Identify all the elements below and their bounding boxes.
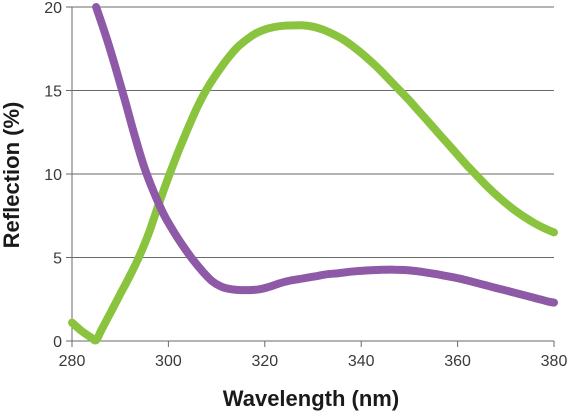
gridlines [72, 6, 554, 258]
x-tick-label: 320 [251, 353, 278, 370]
x-tick-label: 380 [541, 353, 568, 370]
x-tick-label: 360 [444, 353, 471, 370]
axes [66, 6, 555, 347]
x-tick-label: 280 [59, 353, 86, 370]
y-tick-label: 15 [44, 84, 62, 101]
y-axis-title: Reflection (%) [0, 102, 24, 249]
series-line-green-curve [68, 21, 558, 345]
y-tick-label: 5 [53, 251, 62, 268]
tick-labels: 0 5 10 15 20 280 300 320 340 360 380 [44, 0, 567, 370]
plot-series [68, 3, 558, 345]
y-tick-label: 0 [53, 334, 62, 351]
y-tick-label: 10 [44, 167, 62, 184]
y-tick-label: 20 [44, 0, 62, 17]
x-axis-title: Wavelength (nm) [223, 386, 399, 411]
series-line-purple-curve [92, 3, 558, 307]
x-tick-label: 300 [155, 353, 182, 370]
x-tick-label: 340 [348, 353, 375, 370]
